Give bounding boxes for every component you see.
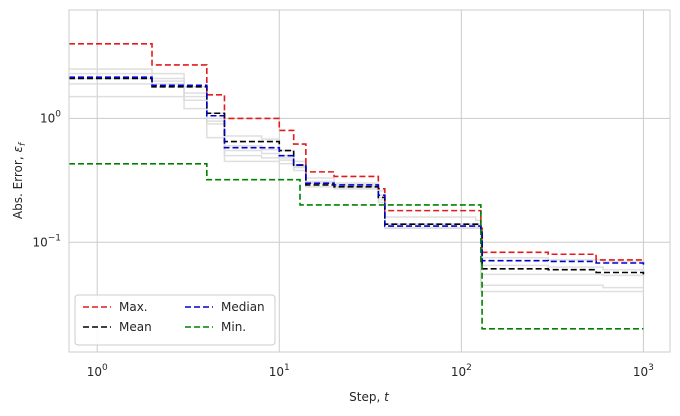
series-line-max <box>69 43 645 262</box>
x-tick-label-3: 103 <box>633 363 654 379</box>
series-line-mean <box>69 77 645 275</box>
y-tick-labels: 100 10−1 <box>32 109 61 249</box>
legend-label-max: Max. <box>119 300 148 314</box>
series-lines <box>69 43 645 330</box>
x-tick-label-0: 100 <box>87 363 108 379</box>
x-axis-label: Step, t <box>349 390 390 404</box>
y-tick-label-0: 100 <box>40 109 61 125</box>
grid <box>69 10 670 352</box>
y-axis-label: Abs. Error, εf <box>11 141 28 219</box>
x-tick-labels: 100 101 102 103 <box>87 363 654 379</box>
x-tick-label-1: 101 <box>269 363 290 379</box>
legend-box <box>74 294 276 346</box>
plot-frame <box>68 9 671 353</box>
legend-label-mean: Mean <box>119 320 152 334</box>
x-tick-label-2: 102 <box>451 363 472 379</box>
y-tick-label-1: 10−1 <box>32 233 61 249</box>
legend-label-median: Median <box>221 300 265 314</box>
legend: Max. Mean Median Min. <box>74 294 276 346</box>
series-line-min <box>69 162 644 330</box>
series-line-median <box>69 76 645 265</box>
legend-label-min: Min. <box>221 320 246 334</box>
